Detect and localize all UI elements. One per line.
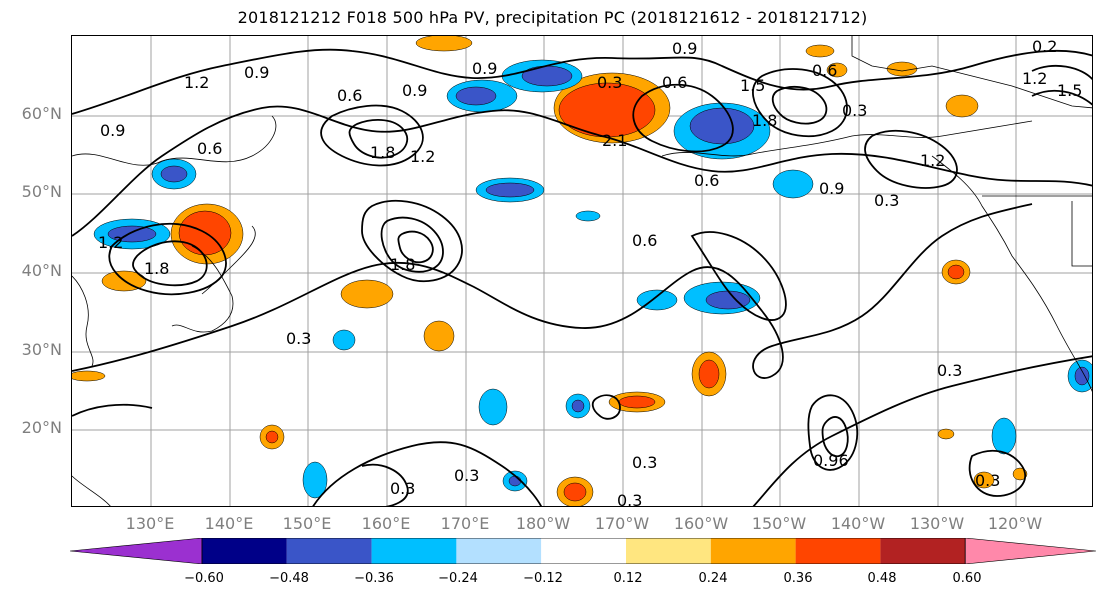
colorbar-tick-label: 0.48 xyxy=(867,571,897,586)
longitude-label: 180°W xyxy=(515,514,571,533)
contour-label: 0.3 xyxy=(874,191,899,210)
longitude-label: 140°E xyxy=(204,514,254,533)
contour-label: 0.3 xyxy=(842,101,867,120)
colorbar-segment xyxy=(795,538,881,564)
contour-labels: 1.2 0.9 0.9 0.6 0.9 0.9 0.3 0.6 1.5 0.6 … xyxy=(98,37,1082,507)
latitude-label: 20°N xyxy=(21,418,62,437)
longitude-label: 160°E xyxy=(361,514,411,533)
colorbar-segment xyxy=(456,538,542,564)
contour-label: 1.2 xyxy=(98,233,123,252)
contour-label: 0.6 xyxy=(632,231,657,250)
contour-label: 0.6 xyxy=(694,171,719,190)
colorbar-tick-label: −0.12 xyxy=(523,571,563,586)
contour-label: 0.3 xyxy=(597,73,622,92)
colorbar-tick-label: 0.36 xyxy=(783,571,813,586)
contour-label: 1.8 xyxy=(370,143,395,162)
colorbar-segment xyxy=(626,538,711,564)
colorbar-segment xyxy=(541,538,626,564)
map-canvas: 1.2 0.9 0.9 0.6 0.9 0.9 0.3 0.6 1.5 0.6 … xyxy=(72,36,1092,507)
contour-label: 1.8 xyxy=(390,255,415,274)
map-panel: 1.2 0.9 0.9 0.6 0.9 0.9 0.3 0.6 1.5 0.6 … xyxy=(71,35,1093,507)
contour-label: 0.96 xyxy=(813,451,849,470)
longitude-label: 160°W xyxy=(673,514,729,533)
contour-label: 0.6 xyxy=(337,86,362,105)
contour-label: 0.3 xyxy=(632,453,657,472)
longitude-label: 130°W xyxy=(909,514,965,533)
contour-label: 0.3 xyxy=(454,466,479,485)
colorbar-segment xyxy=(286,538,372,564)
contour-label: 0.9 xyxy=(472,59,497,78)
longitude-label: 140°W xyxy=(830,514,886,533)
colorbar-tick-label: 0.24 xyxy=(698,571,728,586)
longitude-label: 150°W xyxy=(751,514,807,533)
contour-label: 1.2 xyxy=(410,147,435,166)
contour-label: 1.2 xyxy=(1022,69,1047,88)
contour-label: 0.9 xyxy=(244,63,269,82)
latitude-label: 40°N xyxy=(21,261,62,280)
contour-label: 0.6 xyxy=(197,139,222,158)
chart-title: 2018121212 F018 500 hPa PV, precipitatio… xyxy=(237,8,868,27)
contour-label: 0.3 xyxy=(975,471,1000,490)
colorbar-extend-high xyxy=(964,538,1096,564)
contour-label: 0.6 xyxy=(812,61,837,80)
contour-label: 1.5 xyxy=(740,76,765,95)
latitude-label: 50°N xyxy=(21,182,62,201)
colorbar-tick-label: −0.36 xyxy=(354,571,394,586)
colorbar-segment xyxy=(710,538,796,564)
contour-label: 0.2 xyxy=(1032,37,1057,56)
contour-label: 0.6 xyxy=(662,73,687,92)
contour-label: 0.9 xyxy=(100,121,125,140)
contour-label: 1.5 xyxy=(1057,81,1082,100)
colorbar-tick-label: −0.48 xyxy=(269,571,309,586)
contour-label: 0.9 xyxy=(819,179,844,198)
contour-label: 1.2 xyxy=(184,73,209,92)
colorbar-tick-label: −0.24 xyxy=(438,571,478,586)
contour-label: 0.3 xyxy=(617,491,642,507)
colorbar-outline xyxy=(201,538,966,564)
latitude-label: 60°N xyxy=(21,104,62,123)
longitude-label: 130°E xyxy=(125,514,175,533)
contour-label: 0.3 xyxy=(286,329,311,348)
longitude-label: 170°W xyxy=(594,514,650,533)
colorbar-segment xyxy=(202,538,287,564)
contour-label: 0.9 xyxy=(402,81,427,100)
latitude-label: 30°N xyxy=(21,340,62,359)
colorbar-segment xyxy=(880,538,966,564)
colorbar-tick-label: −0.60 xyxy=(184,571,224,586)
colorbar-segment xyxy=(371,538,457,564)
contour-label: 0.9 xyxy=(672,39,697,58)
longitude-label: 120°W xyxy=(987,514,1043,533)
colorbar-tick-label: 0.60 xyxy=(952,571,982,586)
pv-contours xyxy=(72,48,1092,506)
colorbar-extend-low xyxy=(70,538,203,564)
contour-label: 1.2 xyxy=(920,151,945,170)
contour-label: 0.3 xyxy=(390,479,415,498)
contour-label: 2.1 xyxy=(602,131,627,150)
contour-label: 1.8 xyxy=(144,259,169,278)
colorbar xyxy=(70,538,1096,564)
contour-label: 1.8 xyxy=(752,111,777,130)
contour-label: 0.3 xyxy=(937,361,962,380)
longitude-label: 150°E xyxy=(282,514,332,533)
colorbar-tick-label: 0.12 xyxy=(613,571,643,586)
longitude-label: 170°E xyxy=(440,514,490,533)
